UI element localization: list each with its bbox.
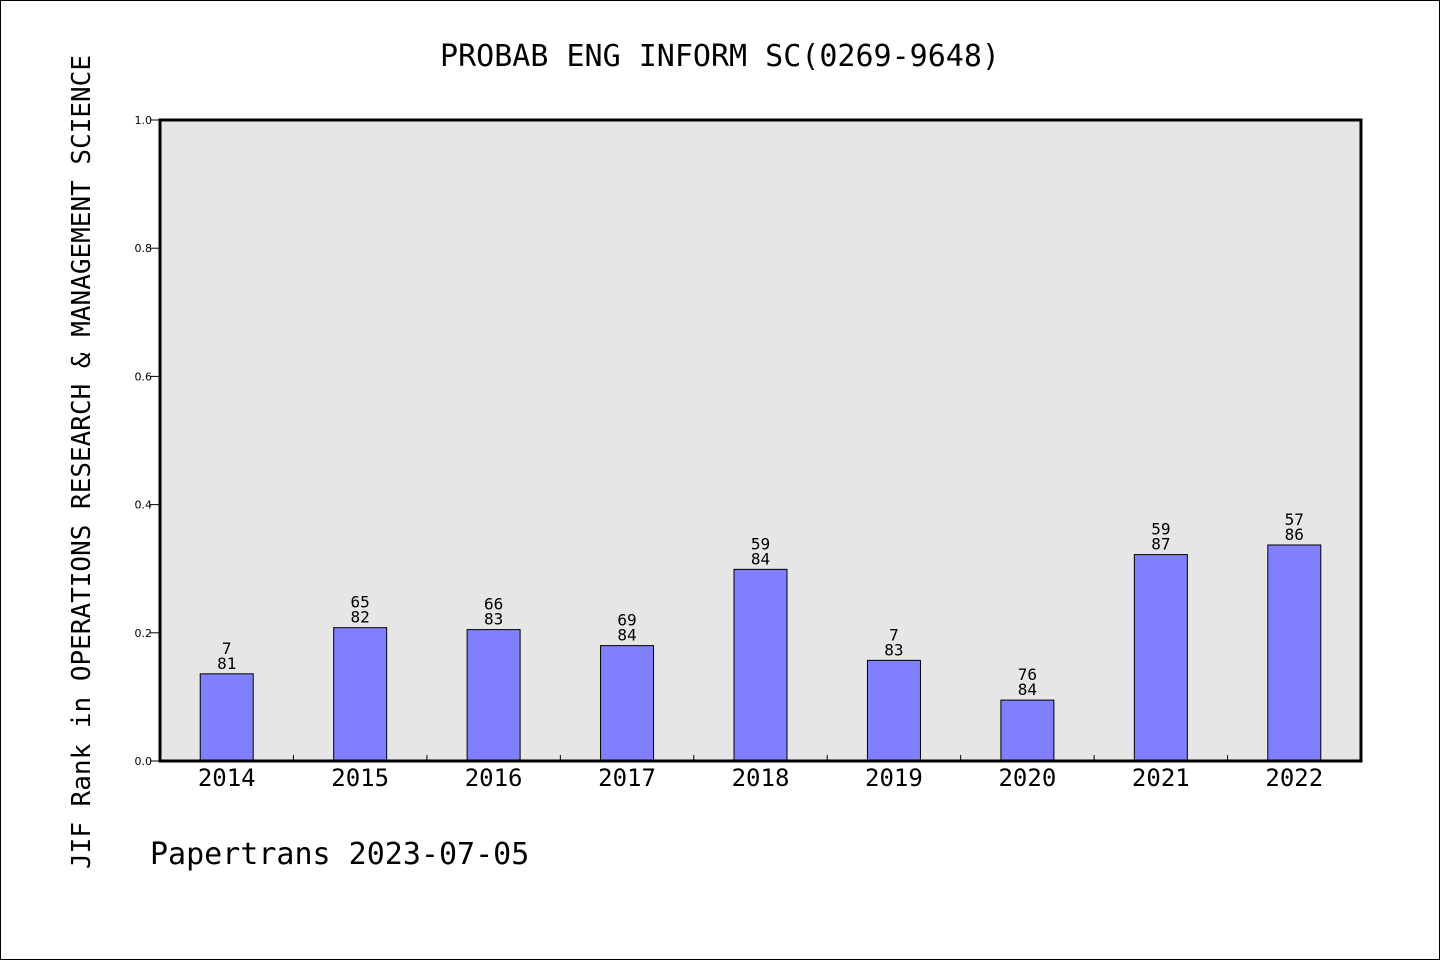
data-label-rank: 76 <box>1018 665 1037 684</box>
x-tick-label: 2016 <box>465 764 523 792</box>
y-axis-label: JIF Rank in OPERATIONS RESEARCH & MANAGE… <box>67 55 97 869</box>
data-label-rank: 57 <box>1285 510 1304 529</box>
data-label-total: 86 <box>1285 525 1304 544</box>
data-label-rank: 59 <box>1151 520 1170 539</box>
data-label-rank: 69 <box>617 611 636 630</box>
bar-2017 <box>600 645 655 762</box>
y-tick-label: 0.4 <box>135 499 153 512</box>
y-tick-label: 0.8 <box>135 242 153 255</box>
data-label-rank: 66 <box>484 595 503 614</box>
data-label-rank: 7 <box>889 625 899 644</box>
bars-layer <box>199 544 1322 762</box>
x-tick-label: 2019 <box>865 764 923 792</box>
bar-2020 <box>1000 699 1055 762</box>
bar-2015 <box>333 627 388 762</box>
x-tick-label: 2022 <box>1265 764 1323 792</box>
data-label-total: 83 <box>884 640 903 659</box>
data-label-rank: 7 <box>222 639 232 658</box>
data-label-total: 87 <box>1151 535 1170 554</box>
data-label-total: 83 <box>484 610 503 629</box>
x-axis: 2014 2015 2016 2017 2018 2019 2020 2021 2022 <box>198 755 1323 792</box>
footer-text: Papertrans 2023-07-05 <box>150 837 529 872</box>
data-label-rank: 65 <box>351 593 370 612</box>
x-tick-label: 2018 <box>732 764 790 792</box>
x-tick-label: 2015 <box>331 764 389 792</box>
x-tick-label: 2020 <box>998 764 1056 792</box>
y-tick-label: 0.0 <box>135 755 153 768</box>
bar-2022 <box>1267 544 1322 762</box>
data-label-total: 82 <box>351 608 370 627</box>
chart-title: PROBAB ENG INFORM SC(0269-9648) <box>440 39 1000 74</box>
bar-2014 <box>199 673 254 762</box>
data-label-total: 84 <box>1018 680 1037 699</box>
data-label-total: 81 <box>217 654 236 673</box>
bar-2019 <box>866 659 921 762</box>
y-tick-label: 0.6 <box>135 370 153 383</box>
y-axis: 0.0 0.2 0.4 0.6 0.8 1.0 <box>135 114 160 768</box>
y-tick-label: 1.0 <box>135 114 153 127</box>
x-tick-label: 2014 <box>198 764 256 792</box>
y-tick-label: 0.2 <box>135 627 153 640</box>
bar-2021 <box>1133 554 1188 762</box>
data-label-total: 84 <box>751 549 770 568</box>
data-label-total: 84 <box>617 626 636 645</box>
data-label-rank: 59 <box>751 534 770 553</box>
bar-2018 <box>733 568 788 762</box>
plot-border <box>158 118 1363 763</box>
x-tick-label: 2017 <box>598 764 656 792</box>
bar-2016 <box>466 629 521 762</box>
x-tick-label: 2021 <box>1132 764 1190 792</box>
